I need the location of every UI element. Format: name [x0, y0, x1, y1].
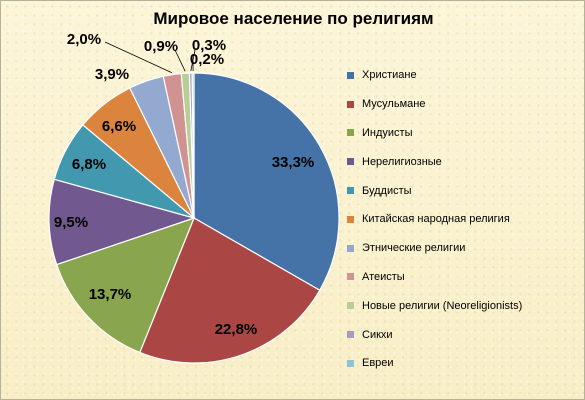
legend-swatch — [347, 273, 354, 281]
legend-label: Атеисты — [362, 270, 405, 283]
legend-swatch — [347, 129, 354, 137]
data-label: 33,3% — [272, 154, 315, 171]
legend-item: Атеисты — [347, 263, 577, 292]
legend-swatch — [347, 100, 354, 108]
legend-label: Мусульмане — [362, 98, 426, 111]
legend-item: Новые религии (Neoreligionists) — [347, 291, 577, 320]
pie-slice — [48, 178, 197, 266]
data-label: 9,5% — [54, 214, 88, 231]
legend-item: Индуисты — [347, 119, 577, 148]
pie-slice — [55, 217, 196, 354]
legend-swatch — [347, 244, 354, 252]
pie-slice — [138, 217, 321, 364]
legend-label: Индуисты — [362, 126, 413, 139]
data-label: 2,0% — [67, 31, 101, 48]
legend-item: Нерелигиозные — [347, 147, 577, 176]
legend-swatch — [347, 158, 354, 166]
legend-swatch — [347, 331, 354, 339]
legend-swatch — [347, 71, 354, 79]
legend-swatch — [347, 359, 354, 367]
data-label: 6,6% — [102, 118, 136, 135]
leader-line — [190, 49, 196, 72]
pie-slice — [191, 72, 195, 219]
legend-item: Буддисты — [347, 176, 577, 205]
pie-slice — [193, 72, 340, 292]
legend-label: Этнические религии — [362, 242, 466, 255]
leader-line — [174, 49, 186, 72]
data-label: 3,9% — [95, 66, 129, 83]
leader-line — [104, 41, 173, 74]
legend-swatch — [347, 302, 354, 310]
legend-swatch — [347, 187, 354, 195]
data-label: 6,8% — [72, 156, 106, 173]
data-label: 13,7% — [89, 286, 132, 303]
legend-item: Сикхи — [347, 320, 577, 349]
data-label: 0,9% — [144, 38, 178, 55]
data-label: 0,3% — [192, 37, 226, 54]
data-label: 0,2% — [190, 51, 224, 68]
legend-label: Китайская народная религия — [362, 213, 510, 226]
legend-label: Сикхи — [362, 328, 393, 341]
legend-item: Мусульмане — [347, 90, 577, 119]
legend-label: Буддисты — [362, 184, 412, 197]
legend-item: Китайская народная религия — [347, 205, 577, 234]
legend-label: Христиане — [362, 69, 417, 82]
data-label: 22,8% — [215, 321, 258, 338]
chart-title: Мировое население по религиям — [153, 9, 434, 28]
legend-label: Нерелигиозные — [362, 155, 442, 168]
legend-item: Христиане — [347, 61, 577, 90]
legend-item: Евреи — [347, 349, 577, 378]
legend-swatch — [347, 215, 354, 223]
chart-legend: Христиане Мусульмане Индуисты Нерелигиозные… — [347, 61, 577, 378]
legend-label: Новые религии (Neoreligionists) — [362, 299, 523, 312]
legend-item: Этнические религии — [347, 234, 577, 263]
legend-label: Евреи — [362, 357, 394, 370]
